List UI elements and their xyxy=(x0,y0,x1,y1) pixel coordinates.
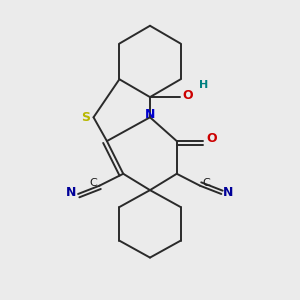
Text: C: C xyxy=(202,178,210,188)
Text: S: S xyxy=(82,111,91,124)
Text: O: O xyxy=(206,132,217,145)
Text: O: O xyxy=(182,89,193,102)
Text: N: N xyxy=(223,186,234,199)
Text: N: N xyxy=(145,108,155,121)
Text: N: N xyxy=(66,186,76,199)
Text: H: H xyxy=(199,80,208,90)
Text: C: C xyxy=(89,178,97,188)
